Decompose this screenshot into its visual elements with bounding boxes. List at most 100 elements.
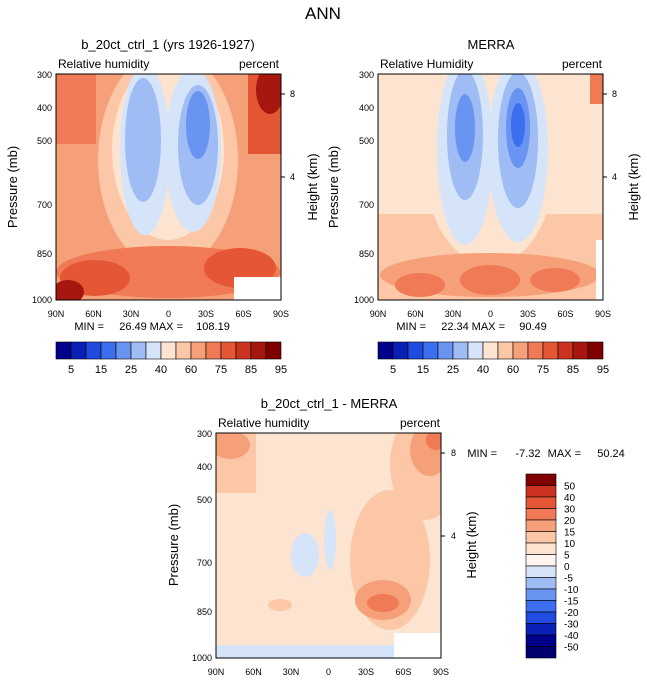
panel-difference-ylabel-right: Height (km) [464,511,479,578]
panel-difference: b_20ct_ctrl_1 - MERRA Relative humidity … [166,396,625,677]
colorbar-label: 30 [564,505,576,516]
colorbar-label: 50 [564,482,576,493]
y-tick-label: 850 [359,249,374,259]
colorbar-label: -5 [564,574,573,585]
colorbar-swatch [55,341,72,360]
colorbar-label: 95 [597,364,609,376]
panel-model-min-label: MIN = [74,321,104,333]
colorbar-label: 15 [95,364,107,376]
x-tick-label: 30N [283,667,300,677]
panel-merra: MERRA Relative Humidity percent 90N 60N … [326,37,641,376]
panel-difference-xticks: 90N 60N 30N 0 30S 60S 90S [208,667,449,677]
colorbar-label: 15 [417,364,429,376]
colorbar-label: -50 [564,643,579,654]
colorbar-swatch [130,341,147,360]
panel-difference-contours [216,433,441,658]
panel-difference-max-value: 50.24 [597,448,625,460]
y-tick-label: 500 [37,136,52,146]
x-tick-label: 0 [166,309,171,319]
colorbar-swatch [392,341,409,360]
y-tick-label: 500 [197,495,212,505]
height-tick-label: 4 [290,172,295,182]
colorbar-label: 85 [567,364,579,376]
colorbar-swatch [497,341,514,360]
x-tick-label: 0 [488,309,493,319]
colorbar-swatch [235,341,252,360]
colorbar-label: 0 [564,562,570,573]
panel-merra-subtitle-right: percent [562,57,603,71]
colorbar-swatch [467,341,484,360]
panel-merra-yticks: 300 400 500 700 850 1000 [354,70,374,305]
colorbar-swatch [542,341,559,360]
panel-model: b_20ct_ctrl_1 (yrs 1926-1927) Relative h… [5,37,320,376]
colorbar-label: 5 [68,364,74,376]
y-tick-label: 700 [359,200,374,210]
colorbar-swatch [452,341,469,360]
colorbar-swatch [70,341,87,360]
panel-model-colorbar: 5 15 25 40 60 75 85 95 [55,341,287,376]
panel-model-subtitle-right: percent [239,57,280,71]
colorbar-label: 25 [447,364,459,376]
panel-merra-ylabel-right: Height (km) [626,153,641,220]
panel-merra-max-value: 90.49 [519,321,547,333]
x-tick-label: 90N [208,667,225,677]
colorbar-swatch [205,341,222,360]
panel-model-right-axis: 8 4 Height (km) [281,89,320,221]
colorbar-swatch [525,485,557,498]
x-tick-label: 30S [198,309,214,319]
colorbar-swatch [525,473,557,486]
panel-difference-subtitle-left: Relative humidity [218,416,309,430]
x-tick-label: 90N [370,309,387,319]
colorbar-swatch [525,508,557,521]
colorbar-swatch [525,496,557,509]
x-tick-label: 90S [595,309,611,319]
colorbar-swatch [525,565,557,578]
panel-model-max-value: 108.19 [196,321,230,333]
colorbar-swatch [175,341,192,360]
colorbar-label: 15 [564,528,576,539]
y-tick-label: 400 [197,462,212,472]
y-tick-label: 500 [359,136,374,146]
colorbar-label: -30 [564,620,579,631]
colorbar-label: 75 [537,364,549,376]
x-tick-label: 30S [520,309,536,319]
y-tick-label: 400 [359,103,374,113]
colorbar-swatch [525,623,557,636]
x-tick-label: 60N [407,309,424,319]
panel-merra-max-label: MAX = [472,321,505,333]
colorbar-swatch [85,341,102,360]
y-tick-label: 300 [359,70,374,80]
y-tick-label: 850 [197,607,212,617]
colorbar-swatch [525,542,557,555]
panel-merra-contours [378,74,603,300]
colorbar-swatch [265,341,282,360]
colorbar-swatch [587,341,604,360]
panel-difference-frame [215,432,442,659]
x-tick-label: 60S [235,309,251,319]
colorbar-label: 75 [215,364,227,376]
colorbar-swatch [525,634,557,647]
panel-difference-min-label: MIN = [467,448,497,460]
panel-difference-subtitle-right: percent [400,416,441,430]
y-tick-label: 300 [197,429,212,439]
colorbar-swatch [525,531,557,544]
colorbar-swatch [115,341,132,360]
colorbar-label: -10 [564,585,579,596]
panel-model-min-value: 26.49 [119,321,147,333]
height-tick-label: 8 [290,89,295,99]
colorbar-swatch [145,341,162,360]
panel-model-yticks: 300 400 500 700 850 1000 [32,70,52,305]
colorbar-label: 20 [564,516,576,527]
x-tick-label: 30N [445,309,462,319]
page-title: ANN [305,4,341,23]
colorbar-swatch [527,341,544,360]
panel-model-subtitle-left: Relative humidity [58,57,149,71]
y-tick-label: 700 [197,558,212,568]
panel-merra-right-axis: 8 4 Height (km) [603,89,641,221]
panel-model-frame [55,73,282,301]
y-tick-label: 1000 [32,295,52,305]
colorbar-swatch [100,341,117,360]
panel-merra-min-label: MIN = [396,321,426,333]
panel-model-ylabel: Pressure (mb) [5,146,20,228]
